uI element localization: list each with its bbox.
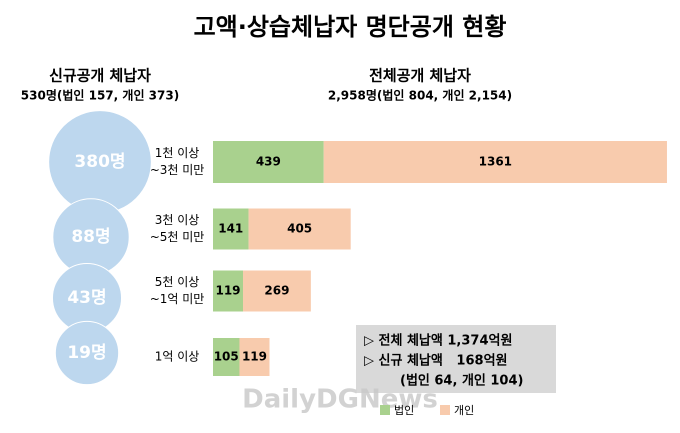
chart-title: 고액·상습체납자 명단공개 현황	[194, 13, 507, 41]
summary-line: (법인 64, 개인 104)	[400, 373, 523, 389]
value-label: 269	[264, 284, 289, 298]
legend-label: 법인	[394, 404, 414, 417]
right-title: 전체공개 체납자	[369, 67, 471, 85]
left-subtitle: 530명(법인 157, 개인 373)	[21, 88, 179, 103]
summary-box	[356, 325, 556, 393]
category-label: 1천 이상	[155, 145, 200, 160]
value-label: 141	[218, 222, 243, 236]
right-subtitle: 2,958명(법인 804, 개인 2,154)	[328, 88, 512, 103]
value-label: 119	[242, 350, 267, 364]
value-label: 439	[256, 155, 281, 169]
legend-swatch	[440, 405, 450, 415]
bar-segment	[239, 338, 270, 376]
count-label: 380명	[74, 152, 125, 172]
watermark: DailyDGNews	[242, 385, 438, 415]
legend-label: 개인	[454, 404, 474, 417]
bar-segment	[213, 208, 249, 250]
legend-swatch	[380, 405, 390, 415]
summary-line: ▷ 신규 체납액 168억원	[364, 354, 507, 369]
bar-segment	[243, 270, 311, 312]
category-label: 1억 이상	[155, 350, 200, 364]
category-label: 5천 이상	[155, 274, 200, 289]
bar-segment	[213, 141, 324, 183]
count-label: 43명	[67, 288, 106, 308]
value-label: 105	[214, 350, 239, 364]
bar-segment	[323, 141, 667, 183]
value-label: 119	[215, 284, 240, 298]
category-label: ~5천 미만	[150, 229, 205, 244]
bar-segment	[248, 208, 351, 250]
category-label: ~3천 미만	[150, 162, 205, 177]
value-label: 1361	[479, 155, 512, 169]
bar-segment	[213, 338, 240, 376]
bar-segment	[213, 270, 244, 312]
category-label: ~1억 미만	[150, 292, 205, 306]
left-title: 신규공개 체납자	[49, 67, 151, 85]
count-label: 88명	[71, 227, 110, 247]
count-label: 19명	[67, 343, 106, 363]
summary-line: ▷ 전체 체납액 1,374억원	[364, 333, 512, 349]
value-label: 405	[287, 222, 312, 236]
category-label: 3천 이상	[155, 212, 200, 227]
count-bubble	[54, 320, 120, 386]
